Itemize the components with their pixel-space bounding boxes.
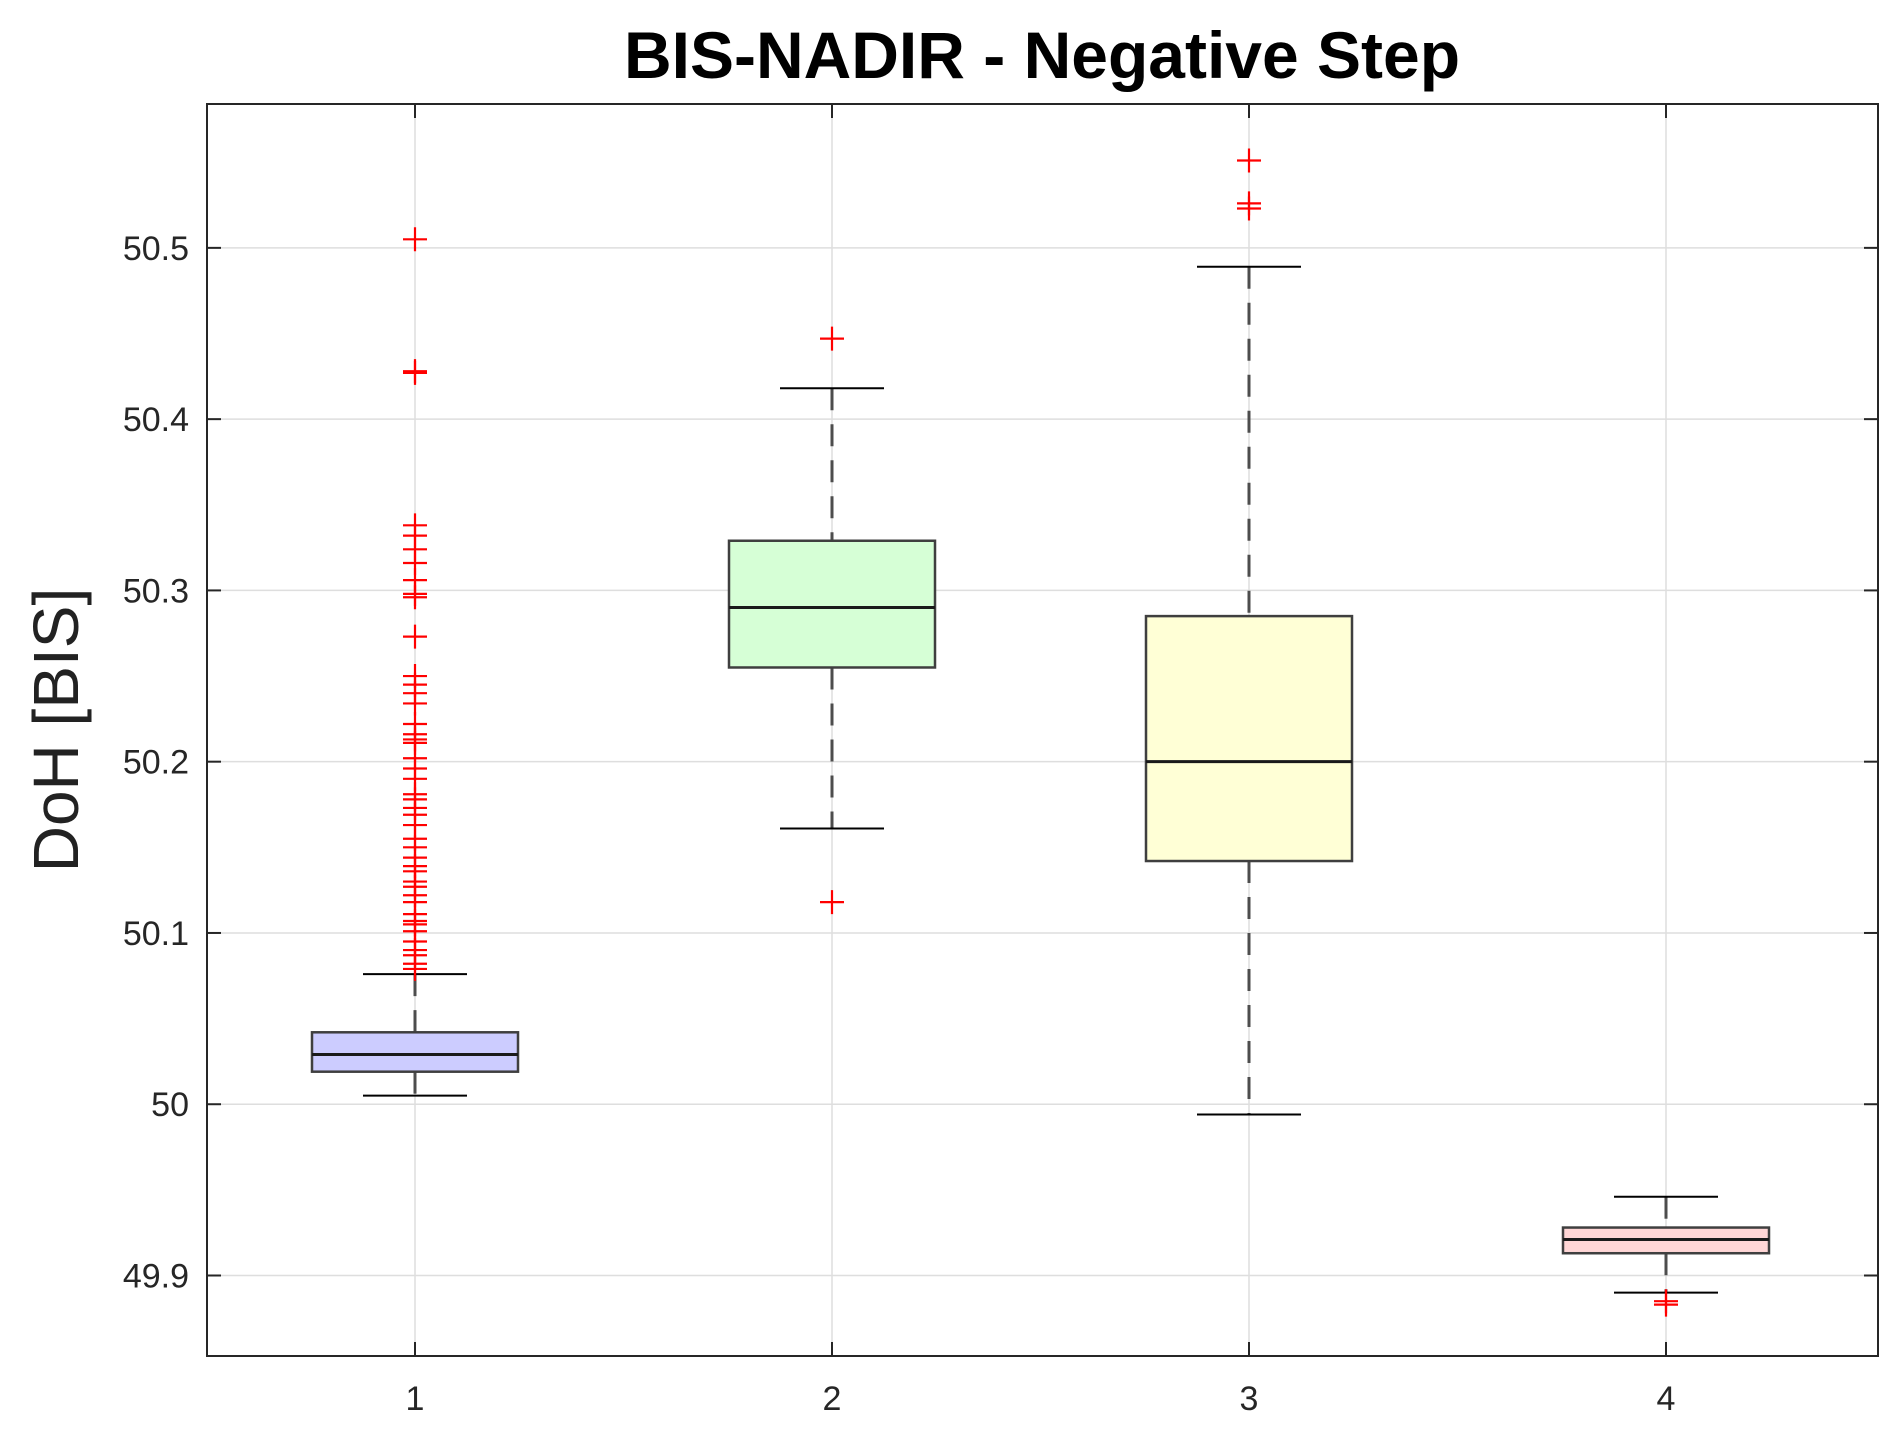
box-iqr <box>1144 614 1354 863</box>
y-axis-label: DoH [BIS] <box>20 588 92 873</box>
outlier-marker <box>403 691 427 716</box>
box-iqr <box>310 1031 520 1073</box>
outlier-marker <box>1654 1292 1678 1317</box>
axes-frame <box>206 103 1879 1357</box>
outlier-marker <box>1237 196 1261 221</box>
y-tick-label: 50.5 <box>123 230 189 268</box>
grid-layer <box>207 104 1878 1356</box>
box-iqr <box>727 539 937 669</box>
y-tick-label: 50 <box>151 1086 189 1124</box>
x-tick-label: 1 <box>406 1380 425 1418</box>
y-tick-label: 49.9 <box>123 1258 189 1296</box>
x-tick-label: 3 <box>1240 1380 1259 1418</box>
outlier-marker <box>820 326 844 351</box>
outlier-marker <box>403 624 427 649</box>
y-tick-label: 50.3 <box>123 572 189 610</box>
box-layer <box>310 265 1771 1294</box>
outlier-layer <box>403 148 1678 1317</box>
y-tick-label: 50.1 <box>123 915 189 953</box>
y-tick-label: 50.4 <box>123 401 189 439</box>
x-tick-label: 4 <box>1657 1380 1676 1418</box>
outlier-marker <box>403 227 427 252</box>
outlier-marker <box>403 956 427 981</box>
chart-title: BIS-NADIR - Negative Step <box>624 18 1460 92</box>
tick-layer: 49.9 50 50.1 50.2 50.3 50.4 50.5 1 2 3 4 <box>123 104 1878 1418</box>
outlier-marker <box>820 890 844 915</box>
outlier-marker <box>403 360 427 385</box>
y-tick-label: 50.2 <box>123 744 189 782</box>
outlier-marker <box>403 585 427 610</box>
outlier-marker <box>1237 148 1261 173</box>
x-tick-label: 2 <box>823 1380 842 1418</box>
